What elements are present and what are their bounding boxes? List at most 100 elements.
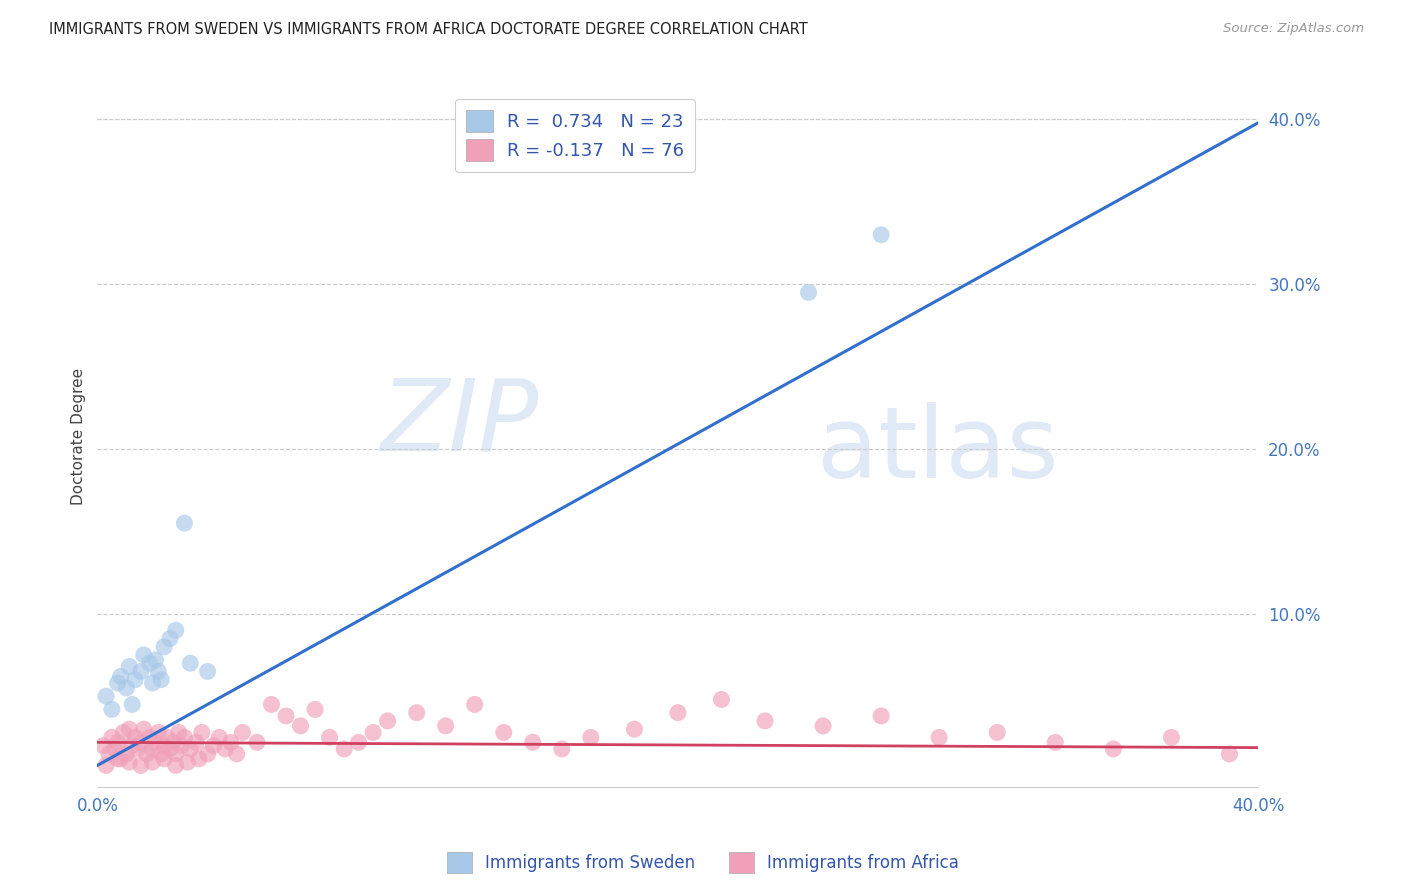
Point [145,653,167,667]
Point [225,747,247,761]
Point [333,742,356,756]
Point [173,516,195,530]
Text: atlas: atlas [817,402,1059,500]
Point [202,739,225,753]
Point [104,742,127,756]
Point [156,731,179,745]
Point [159,632,181,646]
Point [115,681,138,695]
Point [246,735,269,749]
Point [290,719,312,733]
Point [150,673,173,687]
Point [405,706,427,720]
Point [188,752,211,766]
Point [153,640,176,654]
Point [173,731,195,745]
Point [127,742,149,756]
Point [870,227,893,242]
Point [148,725,170,739]
Point [231,725,253,739]
Point [141,755,163,769]
Point [167,725,190,739]
Point [107,676,129,690]
Point [118,659,141,673]
Point [191,725,214,739]
Point [170,739,193,753]
Point [115,747,138,761]
Point [94,758,117,772]
Point [928,731,950,745]
Point [97,747,120,761]
Point [219,735,242,749]
Point [377,714,399,728]
Point [110,752,132,766]
Point [165,758,187,772]
Point [138,657,160,671]
Point [197,747,219,761]
Point [121,698,143,712]
Point [138,731,160,745]
Point [208,731,231,745]
Point [153,739,176,753]
Point [145,735,167,749]
Point [165,624,187,638]
Point [110,669,132,683]
Point [754,714,776,728]
Point [434,719,457,733]
Point [579,731,602,745]
Point [132,722,155,736]
Point [197,665,219,679]
Point [135,747,157,761]
Point [153,752,176,766]
Point [361,725,384,739]
Y-axis label: Doctorate Degree: Doctorate Degree [72,368,86,505]
Point [811,719,834,733]
Point [124,673,146,687]
Point [118,722,141,736]
Point [101,702,124,716]
Point [179,657,201,671]
Point [121,739,143,753]
Point [124,731,146,745]
Point [464,698,486,712]
Point [118,755,141,769]
Point [148,665,170,679]
Point [162,735,184,749]
Point [176,755,198,769]
Point [165,747,187,761]
Point [347,735,370,749]
Point [91,739,114,753]
Point [260,698,283,712]
Point [112,725,135,739]
Point [101,731,124,745]
Point [492,725,515,739]
Point [666,706,689,720]
Point [107,735,129,749]
Point [623,722,645,736]
Point [107,752,129,766]
Point [710,692,733,706]
Point [304,702,326,716]
Point [551,742,574,756]
Point [129,735,152,749]
Text: IMMIGRANTS FROM SWEDEN VS IMMIGRANTS FROM AFRICA DOCTORATE DEGREE CORRELATION CH: IMMIGRANTS FROM SWEDEN VS IMMIGRANTS FRO… [49,22,808,37]
Text: Source: ZipAtlas.com: Source: ZipAtlas.com [1223,22,1364,36]
Point [129,665,152,679]
Point [522,735,544,749]
Legend: R =  0.734   N = 23, R = -0.137   N = 76: R = 0.734 N = 23, R = -0.137 N = 76 [454,99,695,172]
Point [141,676,163,690]
Point [797,285,820,300]
Point [129,758,152,772]
Point [870,709,893,723]
Point [1218,747,1240,761]
Point [318,731,340,745]
Point [1045,735,1067,749]
Point [184,735,207,749]
Point [274,709,297,723]
Point [159,742,181,756]
Point [1102,742,1125,756]
Point [94,689,117,703]
Point [132,648,155,662]
Point [986,725,1008,739]
Legend: Immigrants from Sweden, Immigrants from Africa: Immigrants from Sweden, Immigrants from … [440,846,966,880]
